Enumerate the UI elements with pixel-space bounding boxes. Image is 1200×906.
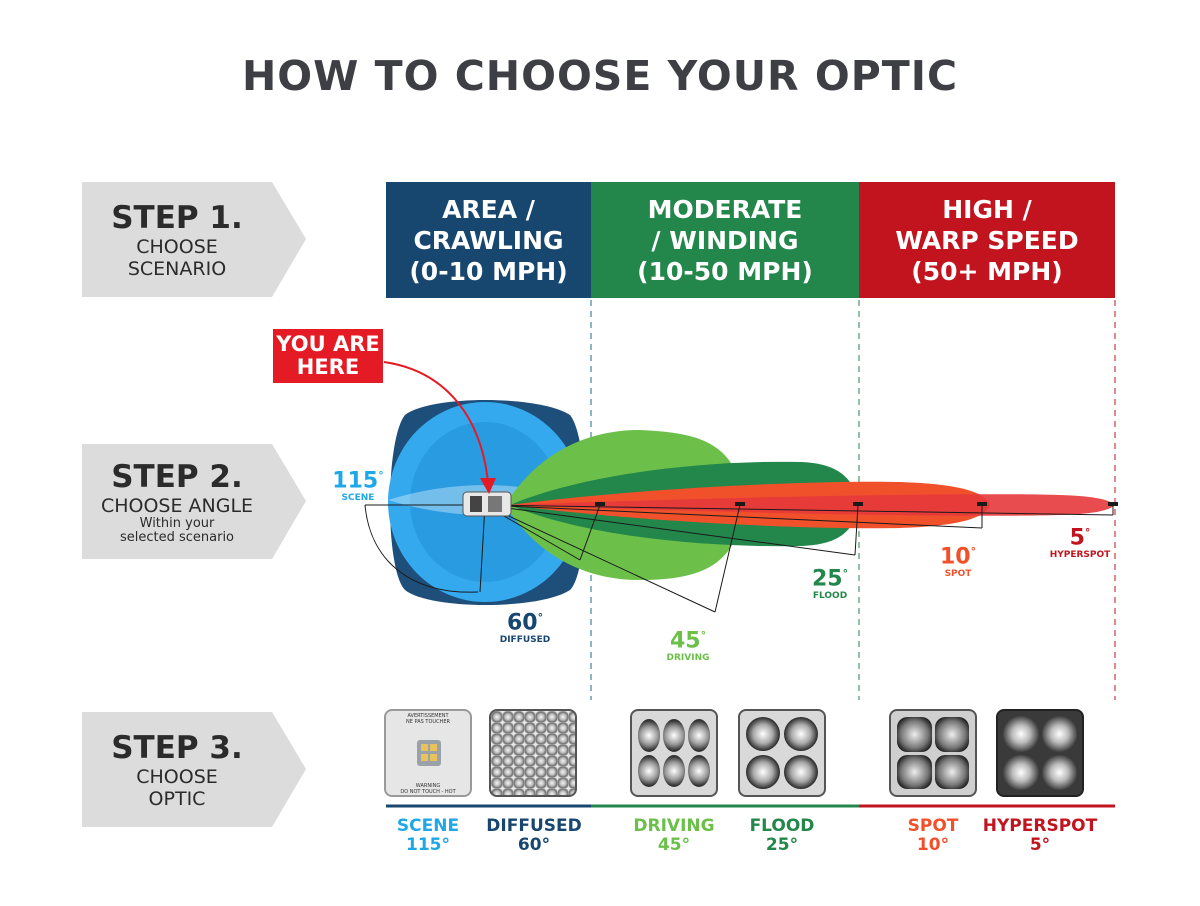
angle-unit: ° [842, 567, 849, 580]
angle-unit: ° [970, 545, 977, 558]
step-1-sub: CHOOSE [136, 235, 218, 258]
scenario-high-warp-speed: HIGH / WARP SPEED (50+ MPH) [859, 182, 1115, 298]
angle-value: 25 [811, 566, 843, 592]
angle-value: 10 [939, 544, 971, 570]
vehicle-icon [462, 491, 512, 517]
optic-driving-image[interactable] [630, 709, 718, 797]
step-3-title: STEP 3. [111, 729, 243, 766]
angle-label-diffused: 60° DIFFUSED [485, 606, 565, 646]
angle-name: SCENE [341, 493, 375, 504]
step-arrow-shape [82, 444, 306, 559]
optic-flood-label[interactable]: FLOOD 25° [749, 816, 815, 855]
angle-label-spot: 10° SPOT [918, 540, 998, 580]
step-1-badge: STEP 1. CHOOSE SCENARIO [82, 182, 306, 297]
step-2-title: STEP 2. [111, 458, 243, 495]
optic-spot-image[interactable] [889, 709, 977, 797]
angle-label-driving: 45° DRIVING [648, 624, 728, 664]
angle-value: 60 [506, 610, 538, 636]
angle-name: HYPERSPOT [1049, 550, 1111, 561]
step-2-note: Within your selected scenario [119, 515, 235, 545]
angle-name: DRIVING [666, 653, 710, 664]
angle-label-scene: 115° SCENE [318, 464, 398, 504]
angle-label-hyperspot: 5° HYPERSPOT [1040, 521, 1120, 561]
step-3-sub-b: OPTIC [148, 787, 206, 810]
angle-name: FLOOD [812, 591, 848, 602]
optic-hyperspot-label[interactable]: HYPERSPOT 5° [982, 816, 1098, 855]
optic-scene-label[interactable]: SCENE 115° [396, 816, 460, 855]
angle-unit: ° [378, 469, 384, 482]
angle-value: 5 [1069, 525, 1085, 551]
angle-value: 115 [332, 468, 379, 494]
step-2-badge: STEP 2. CHOOSE ANGLE Within your selecte… [82, 444, 306, 559]
optic-spot-label[interactable]: SPOT 10° [907, 816, 959, 855]
optic-diffused-label[interactable]: DIFFUSED 60° [486, 816, 582, 855]
optic-hyperspot-image[interactable] [996, 709, 1084, 797]
you-are-here-marker: YOU ARE HERE [273, 329, 383, 383]
step-arrow-shape [82, 182, 306, 297]
optic-driving-label[interactable]: DRIVING 45° [633, 816, 715, 855]
optic-warning-text: WARNING DO NOT TOUCH - HOT [400, 783, 456, 795]
angle-unit: ° [700, 629, 707, 642]
angle-unit: ° [1084, 526, 1091, 539]
step-arrow-shape [82, 712, 306, 827]
scenario-area-crawling: AREA / CRAWLING (0-10 MPH) [386, 182, 591, 298]
scenario-moderate-winding: MODERATE / WINDING (10-50 MPH) [591, 182, 859, 298]
angle-name: DIFFUSED [499, 635, 551, 646]
angle-value: 45 [669, 628, 701, 654]
led-cluster-icon [417, 740, 441, 766]
page-title: HOW TO CHOOSE YOUR OPTIC [241, 52, 959, 100]
optic-scene-image[interactable]: AVERTISSEMENT NE PAS TOUCHER WARNING DO … [384, 709, 472, 797]
angle-name: SPOT [944, 569, 972, 580]
angle-label-flood: 25° FLOOD [790, 562, 870, 602]
optic-flood-image[interactable] [738, 709, 826, 797]
optic-warning-text: AVERTISSEMENT NE PAS TOUCHER [406, 713, 450, 725]
marker-arrow-head [480, 478, 496, 494]
step-1-sub-b: SCENARIO [127, 257, 227, 280]
step-2-sub: CHOOSE ANGLE [100, 494, 254, 517]
optic-diffused-image[interactable] [489, 709, 577, 797]
hyperspot-beam [510, 494, 1115, 516]
angle-unit: ° [537, 611, 544, 624]
step-1-title: STEP 1. [111, 199, 243, 236]
step-3-badge: STEP 3. CHOOSE OPTIC [82, 712, 306, 827]
step-3-sub: CHOOSE [136, 765, 218, 788]
marker-arrow [383, 361, 489, 483]
